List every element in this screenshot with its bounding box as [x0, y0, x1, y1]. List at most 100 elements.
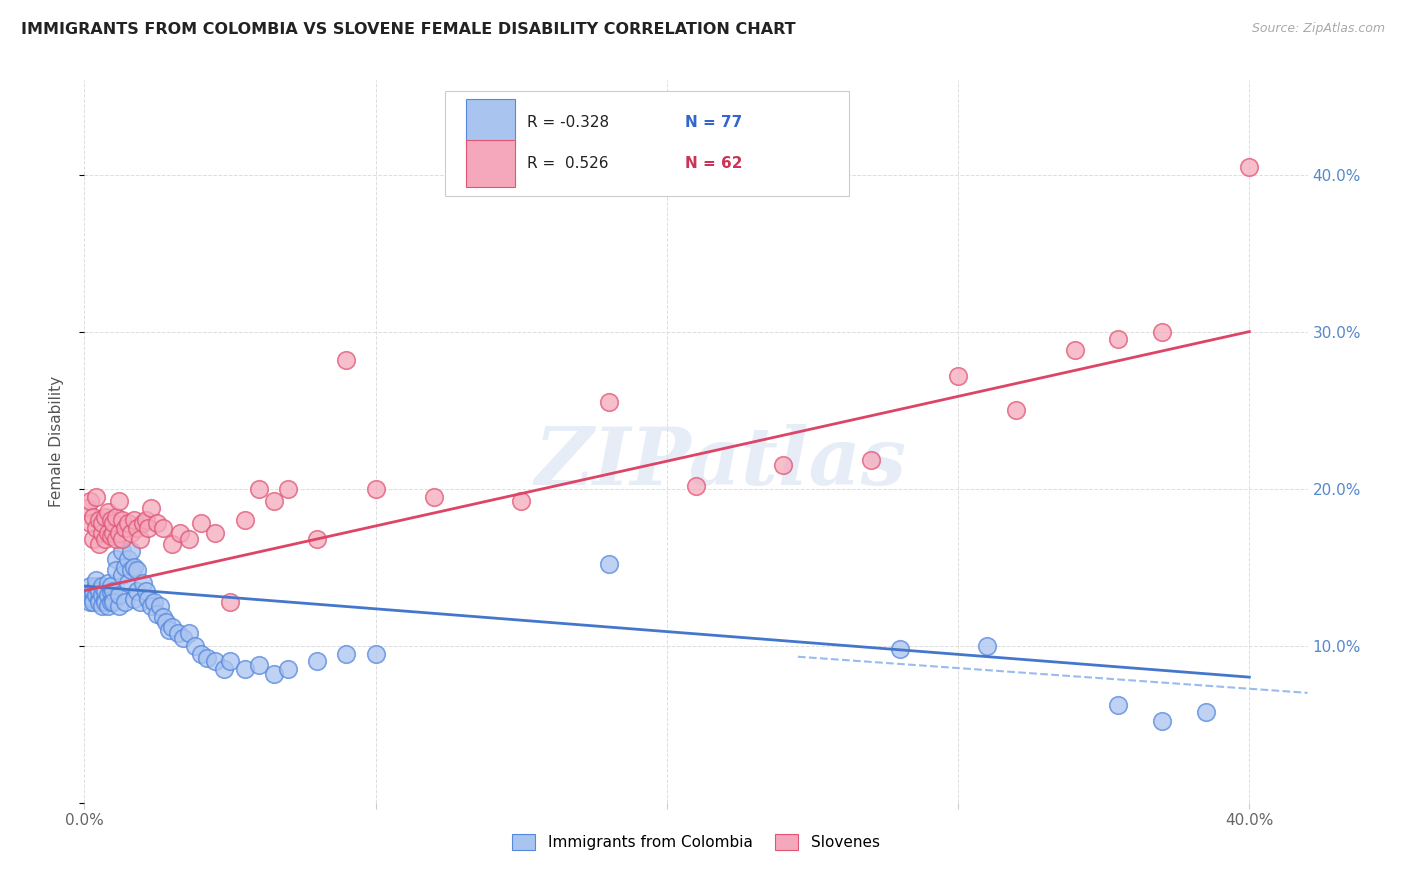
Point	[1195, 705, 1218, 719]
Point	[510, 494, 533, 508]
Point	[263, 667, 285, 681]
Point	[97, 525, 120, 540]
Point	[157, 623, 180, 637]
Point	[1107, 333, 1129, 347]
Point	[138, 591, 160, 606]
Point	[84, 573, 107, 587]
Text: Source: ZipAtlas.com: Source: ZipAtlas.com	[1251, 22, 1385, 36]
Text: R =  0.526: R = 0.526	[527, 156, 609, 171]
Point	[84, 521, 107, 535]
Point	[247, 482, 270, 496]
Point	[97, 505, 120, 519]
Point	[149, 599, 172, 614]
Point	[90, 525, 112, 540]
Point	[84, 589, 107, 603]
Point	[146, 607, 169, 622]
Point	[108, 589, 131, 603]
Point	[108, 599, 131, 614]
Point	[90, 599, 112, 614]
Point	[87, 591, 110, 606]
Point	[111, 544, 134, 558]
Point	[1150, 325, 1173, 339]
Point	[179, 626, 201, 640]
Point	[143, 595, 166, 609]
Point	[190, 647, 212, 661]
Point	[105, 532, 128, 546]
Text: ZIPatlas: ZIPatlas	[534, 425, 907, 502]
Text: N = 62: N = 62	[685, 156, 742, 171]
Point	[100, 595, 122, 609]
Point	[90, 589, 112, 603]
Point	[87, 595, 110, 609]
Point	[1005, 403, 1028, 417]
Text: IMMIGRANTS FROM COLOMBIA VS SLOVENE FEMALE DISABILITY CORRELATION CHART: IMMIGRANTS FROM COLOMBIA VS SLOVENE FEMA…	[21, 22, 796, 37]
Point	[103, 591, 125, 606]
Point	[93, 595, 115, 609]
Point	[128, 532, 150, 546]
Point	[169, 525, 191, 540]
Point	[135, 583, 157, 598]
Point	[105, 552, 128, 566]
Point	[84, 490, 107, 504]
Point	[155, 615, 177, 630]
Y-axis label: Female Disability: Female Disability	[49, 376, 63, 508]
Point	[122, 560, 145, 574]
Point	[103, 525, 125, 540]
Point	[90, 579, 112, 593]
Point	[82, 583, 104, 598]
Point	[100, 529, 122, 543]
Point	[120, 563, 142, 577]
Point	[277, 482, 299, 496]
Point	[138, 521, 160, 535]
Point	[364, 482, 387, 496]
Point	[117, 516, 139, 531]
FancyBboxPatch shape	[465, 140, 515, 186]
Point	[125, 563, 148, 577]
Point	[146, 516, 169, 531]
Point	[90, 516, 112, 531]
Point	[108, 525, 131, 540]
Point	[152, 610, 174, 624]
Point	[598, 395, 620, 409]
Point	[120, 544, 142, 558]
Point	[79, 595, 101, 609]
Point	[100, 513, 122, 527]
Point	[1239, 160, 1261, 174]
Point	[263, 494, 285, 508]
Point	[335, 352, 357, 367]
Point	[1063, 343, 1085, 358]
Point	[946, 368, 969, 383]
Point	[87, 513, 110, 527]
Point	[976, 639, 998, 653]
Point	[114, 560, 136, 574]
Point	[233, 513, 256, 527]
Point	[120, 525, 142, 540]
Point	[423, 490, 446, 504]
Point	[114, 595, 136, 609]
Point	[131, 575, 153, 590]
Point	[93, 510, 115, 524]
Point	[93, 532, 115, 546]
Point	[76, 500, 98, 515]
Point	[111, 513, 134, 527]
Point	[125, 521, 148, 535]
Point	[131, 516, 153, 531]
Point	[598, 557, 620, 571]
Point	[82, 595, 104, 609]
Point	[219, 655, 242, 669]
Point	[166, 626, 188, 640]
Point	[160, 620, 183, 634]
Point	[128, 595, 150, 609]
Point	[772, 458, 794, 472]
Point	[172, 631, 194, 645]
FancyBboxPatch shape	[446, 91, 849, 196]
Point	[97, 599, 120, 614]
Point	[103, 595, 125, 609]
Text: R = -0.328: R = -0.328	[527, 115, 609, 129]
Point	[1107, 698, 1129, 713]
Point	[105, 510, 128, 524]
Point	[122, 591, 145, 606]
Point	[100, 585, 122, 599]
Point	[111, 568, 134, 582]
Point	[82, 532, 104, 546]
